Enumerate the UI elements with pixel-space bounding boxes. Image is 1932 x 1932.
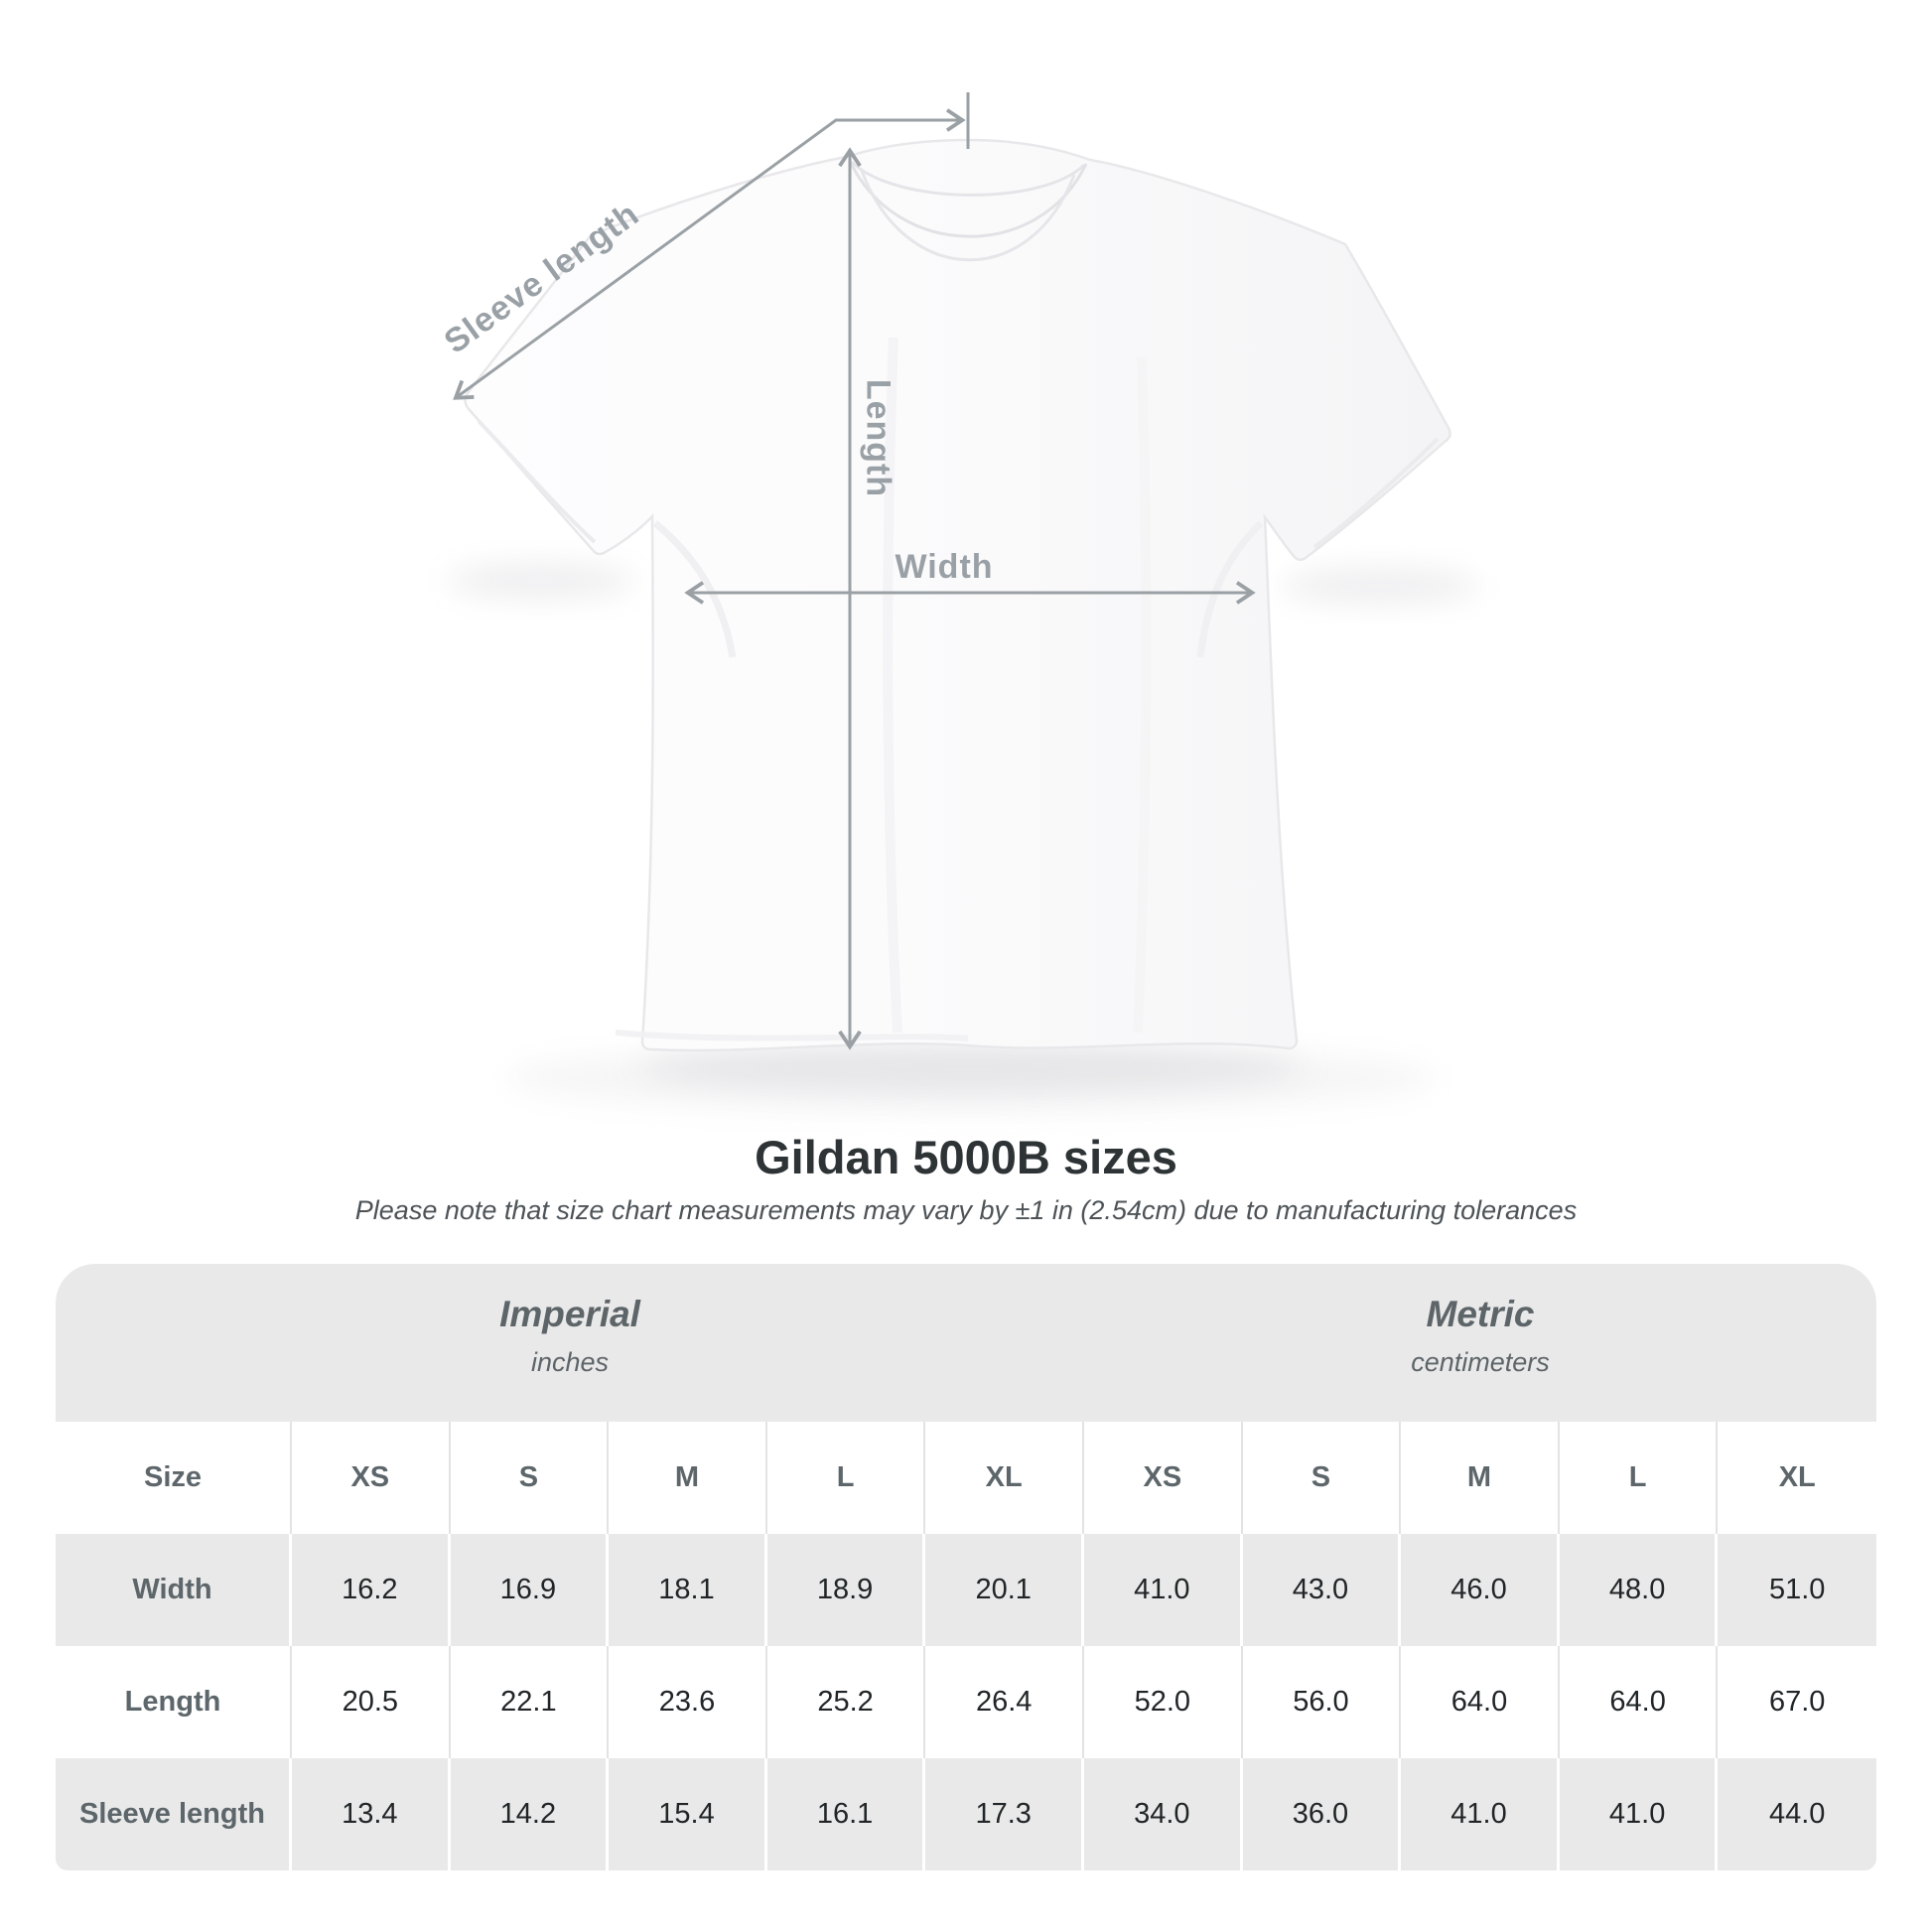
metric-unit: centimeters: [1411, 1347, 1550, 1377]
tshirt-measurement-diagram: Sleeve length Length Width: [438, 92, 1479, 1112]
size-header-row: Size XS S M L XL XS S M L XL: [56, 1422, 1877, 1534]
value-cell: 18.1: [609, 1534, 767, 1646]
value-cell: 52.0: [1084, 1646, 1243, 1758]
size-column-header: Size: [56, 1422, 292, 1534]
value-cell: 25.2: [766, 1646, 926, 1758]
tolerance-note: Please note that size chart measurements…: [354, 1195, 1578, 1225]
value-cell: 20.1: [925, 1534, 1085, 1646]
col-header-imperial-xs: XS: [292, 1422, 451, 1534]
length-label: Length: [859, 378, 897, 498]
col-header-metric-l: L: [1559, 1422, 1719, 1534]
shirt-shadow: [447, 563, 1479, 1112]
col-header-metric-s: S: [1242, 1422, 1402, 1534]
col-header-imperial-s: S: [450, 1422, 610, 1534]
col-header-imperial-m: M: [609, 1422, 767, 1534]
imperial-unit: inches: [530, 1347, 610, 1377]
table-row-width: Width 16.2 16.9 18.1 18.9 20.1 41.0 43.0…: [56, 1534, 1877, 1646]
value-cell: 43.0: [1242, 1534, 1402, 1646]
imperial-header-cell: Imperial inches: [56, 1264, 1085, 1422]
width-label: Width: [895, 548, 994, 586]
table-row-sleeve-length: Sleeve length 13.4 14.2 15.4 16.1 17.3 3…: [56, 1758, 1877, 1870]
value-cell: 20.5: [292, 1646, 451, 1758]
value-cell: 34.0: [1084, 1758, 1243, 1870]
value-cell: 18.9: [766, 1534, 926, 1646]
value-cell: 41.0: [1559, 1758, 1719, 1870]
value-cell: 46.0: [1401, 1534, 1560, 1646]
value-cell: 64.0: [1559, 1646, 1719, 1758]
value-cell: 51.0: [1718, 1534, 1877, 1646]
row-label-sleeve-length: Sleeve length: [56, 1758, 292, 1870]
col-header-imperial-l: L: [766, 1422, 926, 1534]
value-cell: 64.0: [1401, 1646, 1560, 1758]
value-cell: 48.0: [1559, 1534, 1719, 1646]
value-cell: 16.9: [450, 1534, 610, 1646]
value-cell: 26.4: [925, 1646, 1085, 1758]
value-cell: 23.6: [609, 1646, 767, 1758]
measurement-lines: [453, 92, 1256, 1050]
size-table: Imperial inches Metric centimeters Size …: [56, 1264, 1877, 1870]
col-header-imperial-xl: XL: [925, 1422, 1085, 1534]
metric-title: Metric: [1426, 1294, 1535, 1334]
col-header-metric-m: M: [1401, 1422, 1560, 1534]
value-cell: 13.4: [292, 1758, 451, 1870]
value-cell: 22.1: [450, 1646, 610, 1758]
value-cell: 17.3: [925, 1758, 1085, 1870]
value-cell: 36.0: [1242, 1758, 1402, 1870]
value-cell: 41.0: [1084, 1534, 1243, 1646]
value-cell: 44.0: [1718, 1758, 1877, 1870]
value-cell: 56.0: [1242, 1646, 1402, 1758]
tshirt-illustration: [447, 92, 1479, 1112]
value-cell: 16.1: [766, 1758, 926, 1870]
page-title: Gildan 5000B sizes: [755, 1131, 1177, 1183]
table-row-length: Length 20.5 22.1 23.6 25.2 26.4 52.0 56.…: [56, 1646, 1877, 1758]
col-header-metric-xl: XL: [1718, 1422, 1877, 1534]
value-cell: 15.4: [609, 1758, 767, 1870]
unit-header-row: Imperial inches Metric centimeters: [56, 1264, 1877, 1422]
imperial-title: Imperial: [499, 1294, 640, 1334]
metric-header-cell: Metric centimeters: [1084, 1264, 1877, 1422]
value-cell: 14.2: [450, 1758, 610, 1870]
value-cell: 41.0: [1401, 1758, 1560, 1870]
value-cell: 67.0: [1718, 1646, 1877, 1758]
sleeve-length-line: [453, 108, 966, 400]
value-cell: 16.2: [292, 1534, 451, 1646]
row-label-length: Length: [56, 1646, 292, 1758]
row-label-width: Width: [56, 1534, 292, 1646]
col-header-metric-xs: XS: [1084, 1422, 1243, 1534]
